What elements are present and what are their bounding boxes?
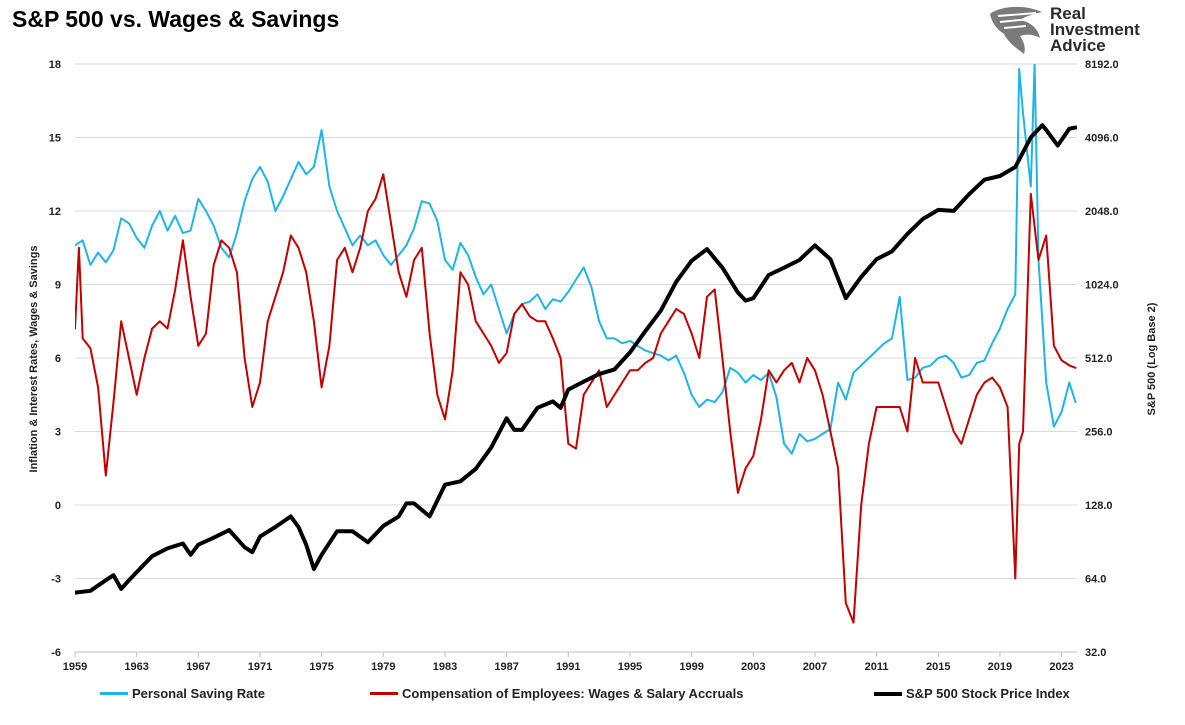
x-tick-label: 2003	[741, 661, 765, 673]
right-tick-label: 32.0	[1085, 647, 1106, 659]
left-tick-label: 18	[49, 59, 61, 71]
left-axis-ticks: -6 -3 0 3 6 9 12 15 18	[49, 59, 61, 659]
legend-swatch	[100, 692, 128, 695]
x-tick-label: 1967	[186, 661, 210, 673]
x-tick-label: 1995	[618, 661, 642, 673]
x-tick-label: 1963	[124, 661, 148, 673]
brand-line-3: Advice	[1050, 36, 1106, 55]
brand-logo: Real Investment Advice	[986, 4, 1156, 56]
right-tick-label: 256.0	[1085, 427, 1113, 439]
chart-title: S&P 500 vs. Wages & Savings	[12, 6, 340, 32]
left-tick-label: 9	[55, 280, 61, 292]
x-tick-label: 2011	[865, 661, 889, 673]
brand-line-1: Real	[1050, 4, 1086, 23]
series-lines	[75, 64, 1077, 624]
left-axis-title: Inflation & Interest Rates, Wages & Savi…	[28, 246, 40, 473]
right-axis-title: S&P 500 (Log Base 2)	[1146, 302, 1158, 415]
right-axis-ticks: 32.0 64.0 128.0 256.0 512.0 1024.0 2048.0 4096.…	[1085, 59, 1119, 659]
left-tick-label: -3	[51, 574, 61, 586]
left-tick-label: 3	[55, 427, 61, 439]
left-tick-label: 12	[49, 206, 61, 218]
x-tick-label: 1983	[433, 661, 457, 673]
x-tick-label: 1975	[309, 661, 333, 673]
x-tick-label: 2015	[926, 661, 950, 673]
legend-item-saving-rate: Personal Saving Rate	[100, 686, 265, 701]
legend-swatch	[370, 692, 398, 695]
right-tick-label: 128.0	[1085, 500, 1113, 512]
x-tick-label: 2023	[1049, 661, 1073, 673]
series-sp500	[75, 123, 1077, 595]
x-axis-ticks: 1959 1963 1967 1971 1975 1979 1983 1987 1991 1995…	[63, 651, 1077, 673]
legend-label: S&P 500 Stock Price Index	[906, 686, 1070, 701]
legend-label: Personal Saving Rate	[132, 686, 265, 701]
gridlines	[75, 63, 1077, 653]
legend-item-sp500: S&P 500 Stock Price Index	[874, 686, 1070, 701]
x-tick-label: 1959	[63, 661, 87, 673]
right-tick-label: 1024.0	[1085, 280, 1119, 292]
left-tick-label: 15	[49, 133, 61, 145]
left-tick-label: 0	[55, 500, 61, 512]
x-tick-label: 1999	[679, 661, 703, 673]
right-tick-label: 2048.0	[1085, 206, 1119, 218]
right-tick-label: 8192.0	[1085, 59, 1119, 71]
x-tick-label: 2019	[988, 661, 1012, 673]
brand-line-2: Investment	[1050, 20, 1140, 39]
x-tick-label: 1971	[248, 661, 272, 673]
right-tick-label: 64.0	[1085, 574, 1106, 586]
x-tick-label: 1987	[494, 661, 518, 673]
left-tick-label: -6	[51, 647, 61, 659]
legend-label: Compensation of Employees: Wages & Salar…	[402, 686, 744, 701]
right-tick-label: 4096.0	[1085, 133, 1119, 145]
left-tick-label: 6	[55, 353, 61, 365]
series-wages	[75, 173, 1077, 624]
x-tick-label: 2007	[803, 661, 827, 673]
legend: Personal Saving Rate Compensation of Emp…	[0, 686, 1185, 710]
x-tick-label: 1991	[556, 661, 580, 673]
series-saving-rate	[75, 64, 1077, 455]
x-tick-label: 1979	[371, 661, 395, 673]
right-tick-label: 512.0	[1085, 353, 1113, 365]
legend-item-wages: Compensation of Employees: Wages & Salar…	[370, 686, 743, 701]
legend-swatch	[874, 691, 902, 696]
brand-name: Real Investment Advice	[1050, 4, 1140, 55]
eagle-head-icon	[990, 6, 1042, 55]
